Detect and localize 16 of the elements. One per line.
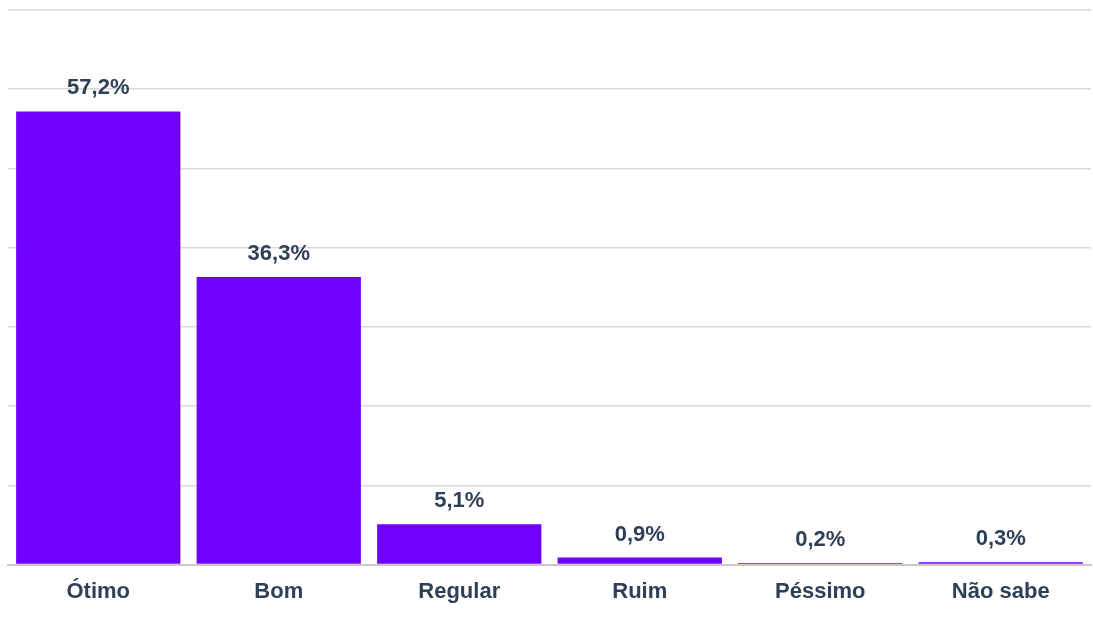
data-label: 5,1% — [434, 487, 485, 513]
data-label: 0,3% — [975, 525, 1026, 551]
data-label: 36,3% — [247, 240, 310, 266]
x-tick-label: Péssimo — [775, 577, 866, 603]
bar — [557, 557, 722, 564]
x-tick-label: Ótimo — [66, 577, 131, 603]
data-label: 0,2% — [795, 526, 846, 552]
bar — [196, 277, 361, 564]
data-label: 0,9% — [614, 520, 665, 546]
x-tick-label: Bom — [254, 577, 304, 603]
bar — [377, 524, 542, 564]
x-tick-label: Regular — [418, 577, 501, 603]
data-label: 57,2% — [67, 74, 130, 100]
x-tick-label: Não sabe — [951, 577, 1050, 603]
x-tick-label: Ruim — [612, 577, 668, 603]
bar — [16, 111, 181, 564]
